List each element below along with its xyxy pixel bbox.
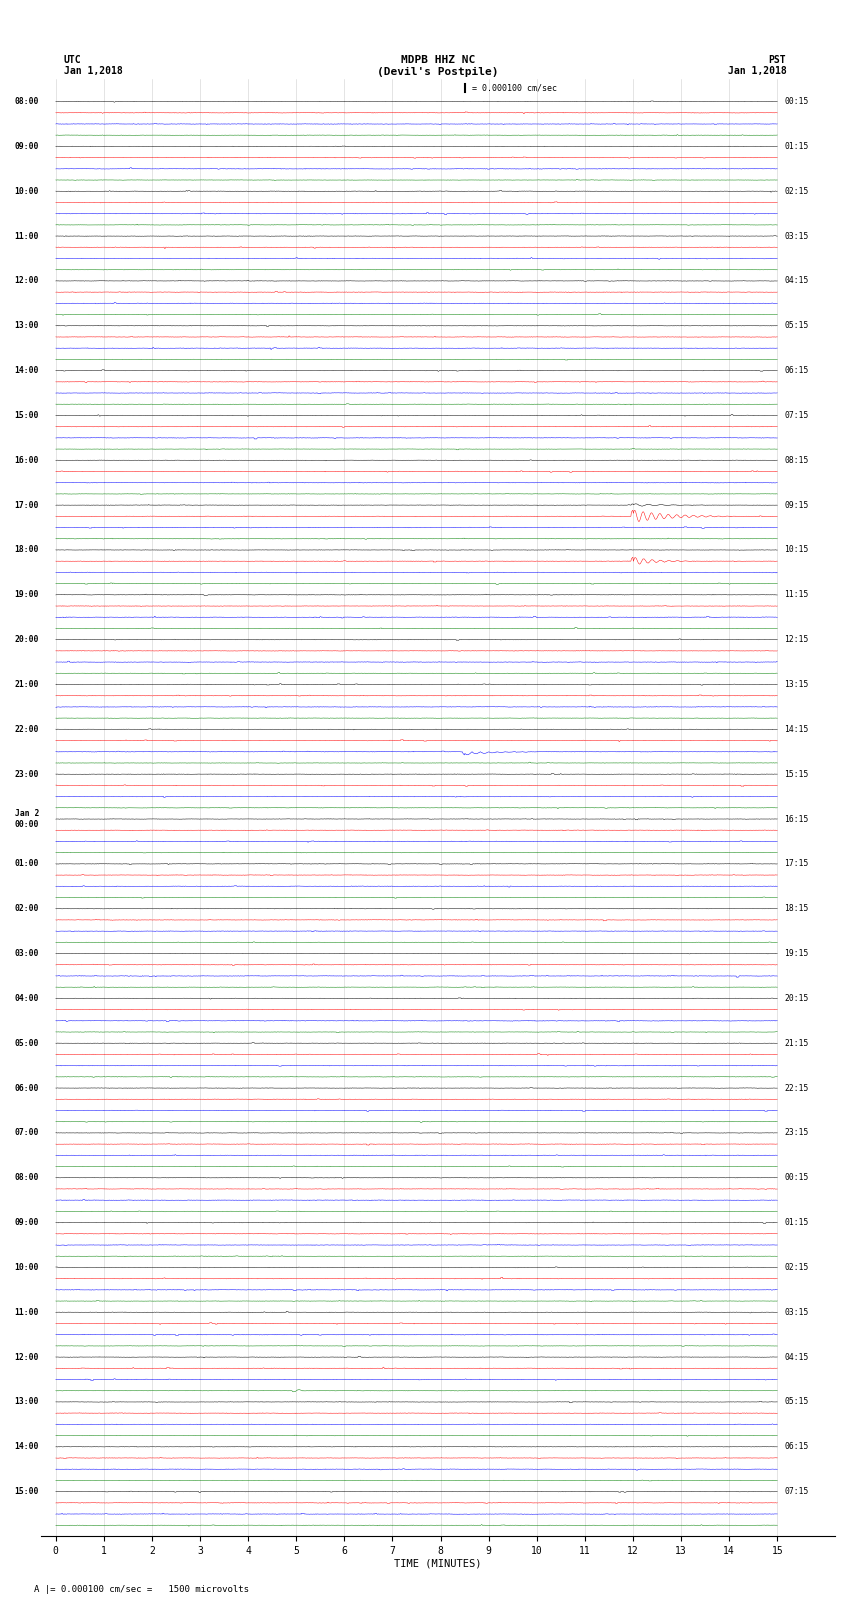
Text: 15:15: 15:15 — [785, 769, 809, 779]
Text: 20:00: 20:00 — [14, 636, 39, 644]
Text: 14:00: 14:00 — [14, 366, 39, 376]
Text: 05:15: 05:15 — [785, 1397, 809, 1407]
Text: 07:15: 07:15 — [785, 1487, 809, 1497]
Title: MDPB HHZ NC
(Devil's Postpile): MDPB HHZ NC (Devil's Postpile) — [377, 55, 499, 77]
Text: 23:00: 23:00 — [14, 769, 39, 779]
Text: 12:00: 12:00 — [14, 1353, 39, 1361]
Text: 16:15: 16:15 — [785, 815, 809, 824]
Text: 20:15: 20:15 — [785, 994, 809, 1003]
Text: 18:00: 18:00 — [14, 545, 39, 555]
Text: 18:15: 18:15 — [785, 905, 809, 913]
Text: 00:15: 00:15 — [785, 1173, 809, 1182]
Text: 01:00: 01:00 — [14, 860, 39, 868]
Text: Jan 2
00:00: Jan 2 00:00 — [14, 810, 39, 829]
Text: 06:15: 06:15 — [785, 1442, 809, 1452]
Text: 11:15: 11:15 — [785, 590, 809, 600]
Text: 17:15: 17:15 — [785, 860, 809, 868]
Text: 19:15: 19:15 — [785, 948, 809, 958]
Text: Jan 1,2018: Jan 1,2018 — [728, 66, 786, 76]
Text: PST: PST — [768, 55, 786, 65]
Text: 09:00: 09:00 — [14, 142, 39, 152]
Text: = 0.000100 cm/sec: = 0.000100 cm/sec — [472, 84, 557, 92]
Text: 02:15: 02:15 — [785, 1263, 809, 1273]
Text: 10:00: 10:00 — [14, 187, 39, 195]
Text: 09:00: 09:00 — [14, 1218, 39, 1227]
Text: 10:15: 10:15 — [785, 545, 809, 555]
Text: 03:00: 03:00 — [14, 948, 39, 958]
Text: 11:00: 11:00 — [14, 232, 39, 240]
Text: 06:15: 06:15 — [785, 366, 809, 376]
Text: 08:00: 08:00 — [14, 1173, 39, 1182]
Text: 14:00: 14:00 — [14, 1442, 39, 1452]
Text: 13:00: 13:00 — [14, 321, 39, 331]
Text: 13:00: 13:00 — [14, 1397, 39, 1407]
Text: 13:15: 13:15 — [785, 681, 809, 689]
Text: 22:00: 22:00 — [14, 724, 39, 734]
Text: 23:15: 23:15 — [785, 1129, 809, 1137]
Text: 04:15: 04:15 — [785, 276, 809, 286]
Text: 07:00: 07:00 — [14, 1129, 39, 1137]
Text: 09:15: 09:15 — [785, 500, 809, 510]
Text: 21:00: 21:00 — [14, 681, 39, 689]
Text: 04:15: 04:15 — [785, 1353, 809, 1361]
Text: 14:15: 14:15 — [785, 724, 809, 734]
Text: 08:15: 08:15 — [785, 456, 809, 465]
Text: 10:00: 10:00 — [14, 1263, 39, 1273]
Text: 17:00: 17:00 — [14, 500, 39, 510]
Text: 05:00: 05:00 — [14, 1039, 39, 1048]
X-axis label: TIME (MINUTES): TIME (MINUTES) — [394, 1560, 482, 1569]
Text: 03:15: 03:15 — [785, 232, 809, 240]
Text: 01:15: 01:15 — [785, 1218, 809, 1227]
Text: 06:00: 06:00 — [14, 1084, 39, 1092]
Text: 22:15: 22:15 — [785, 1084, 809, 1092]
Text: 12:15: 12:15 — [785, 636, 809, 644]
Text: 19:00: 19:00 — [14, 590, 39, 600]
Text: 02:15: 02:15 — [785, 187, 809, 195]
Text: 11:00: 11:00 — [14, 1308, 39, 1316]
Text: 00:15: 00:15 — [785, 97, 809, 106]
Text: 02:00: 02:00 — [14, 905, 39, 913]
Text: 03:15: 03:15 — [785, 1308, 809, 1316]
Text: 07:15: 07:15 — [785, 411, 809, 419]
Text: 04:00: 04:00 — [14, 994, 39, 1003]
Text: 01:15: 01:15 — [785, 142, 809, 152]
Text: UTC: UTC — [64, 55, 82, 65]
Text: 21:15: 21:15 — [785, 1039, 809, 1048]
Text: 12:00: 12:00 — [14, 276, 39, 286]
Text: 15:00: 15:00 — [14, 1487, 39, 1497]
Text: Jan 1,2018: Jan 1,2018 — [64, 66, 122, 76]
Text: A |= 0.000100 cm/sec =   1500 microvolts: A |= 0.000100 cm/sec = 1500 microvolts — [34, 1584, 249, 1594]
Text: 05:15: 05:15 — [785, 321, 809, 331]
Text: 16:00: 16:00 — [14, 456, 39, 465]
Text: 15:00: 15:00 — [14, 411, 39, 419]
Text: 08:00: 08:00 — [14, 97, 39, 106]
